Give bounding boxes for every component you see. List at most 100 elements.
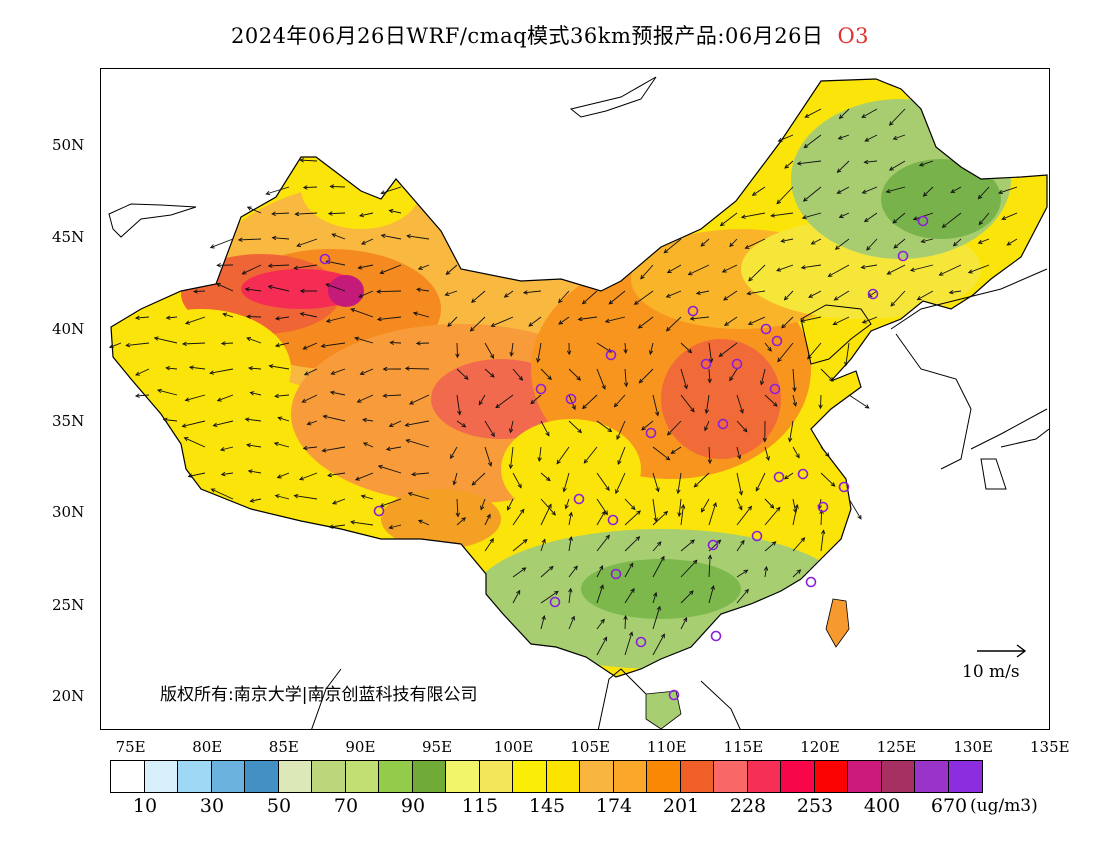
lon-label: 90E bbox=[345, 738, 376, 756]
wind-arrow bbox=[389, 209, 402, 214]
colorbar-cell bbox=[714, 761, 748, 792]
lon-label: 135E bbox=[1030, 738, 1070, 756]
wind-arrow-head bbox=[860, 264, 866, 270]
station-marker bbox=[717, 418, 729, 430]
colorbar-cell bbox=[479, 761, 513, 792]
wind-arrow bbox=[386, 446, 402, 450]
map-svg bbox=[108, 76, 1049, 729]
station-marker bbox=[687, 305, 699, 317]
wind-arrow bbox=[185, 394, 206, 401]
taiwan bbox=[825, 598, 850, 648]
wind-arrow bbox=[405, 367, 430, 370]
wind-arrow-head bbox=[548, 565, 554, 571]
wind-arrow bbox=[666, 316, 682, 332]
wind-arrow-head bbox=[641, 426, 646, 431]
wind-arrow bbox=[274, 442, 290, 448]
wind-arrow bbox=[667, 264, 682, 273]
wind-arrow-head bbox=[452, 480, 457, 486]
wind-arrow bbox=[537, 342, 542, 363]
wind-arrow bbox=[299, 472, 318, 480]
wind-arrow bbox=[784, 160, 794, 169]
wind-arrow bbox=[358, 264, 374, 269]
wind-arrow bbox=[182, 420, 206, 427]
wind-arrow-head bbox=[246, 206, 252, 211]
station-marker bbox=[838, 481, 850, 493]
wind-arrow bbox=[862, 316, 878, 324]
wind-arrow-head bbox=[583, 459, 589, 464]
wind-arrow bbox=[189, 366, 206, 370]
wind-arrow-head bbox=[330, 370, 336, 375]
wind-arrow bbox=[764, 394, 778, 407]
wind-arrow bbox=[568, 536, 572, 552]
wind-arrow-head bbox=[1001, 216, 1007, 221]
wind-arrow-head bbox=[704, 409, 710, 415]
wind-arrow bbox=[354, 337, 374, 344]
wind-arrow bbox=[617, 446, 626, 465]
wind-arrow-head bbox=[918, 162, 924, 167]
colorbar bbox=[110, 760, 983, 793]
station-marker bbox=[700, 358, 712, 370]
wind-arrow bbox=[890, 290, 906, 307]
wind-arrow-head bbox=[181, 341, 187, 347]
wind-arrow bbox=[216, 283, 234, 292]
wind-arrow bbox=[680, 590, 694, 604]
wind-arrow bbox=[624, 588, 635, 604]
wind-arrow-head bbox=[547, 503, 552, 509]
wind-arrow bbox=[389, 524, 402, 529]
colorbar-cell bbox=[111, 761, 145, 792]
wind-arrow bbox=[616, 420, 626, 440]
wind-arrow bbox=[538, 446, 542, 462]
colorbar-label: 670 bbox=[930, 795, 968, 817]
wind-arrow bbox=[182, 342, 206, 345]
wind-arrow-head bbox=[241, 270, 247, 275]
wind-arrow-head bbox=[350, 308, 356, 313]
wind-arrow-head bbox=[571, 405, 576, 411]
wind-arrow-head bbox=[743, 569, 749, 574]
wind-arrow bbox=[484, 368, 495, 378]
wind-arrow bbox=[409, 394, 430, 405]
wind-arrow bbox=[357, 394, 374, 403]
wind-arrow bbox=[596, 420, 612, 432]
wind-arrow bbox=[708, 555, 711, 578]
station-marker bbox=[751, 530, 763, 542]
wind-arrow bbox=[708, 585, 715, 604]
wind-arrow-head bbox=[377, 464, 383, 470]
wind-arrow-head bbox=[216, 397, 222, 402]
wind-arrow bbox=[358, 290, 374, 298]
wind-arrow-head bbox=[554, 590, 559, 596]
wind-arrow bbox=[135, 316, 150, 319]
colorbar-cell bbox=[613, 761, 647, 792]
wind-arrow-head bbox=[517, 483, 522, 489]
colorbar-cell bbox=[948, 761, 982, 792]
wind-arrow bbox=[326, 316, 346, 322]
wind-arrow-head bbox=[704, 426, 709, 432]
station-marker bbox=[805, 576, 817, 588]
wind-arrow-head bbox=[888, 121, 894, 126]
colorbar-cell bbox=[312, 761, 346, 792]
wind-arrow-head bbox=[183, 437, 189, 442]
wind-arrow-head bbox=[212, 422, 218, 428]
wind-arrow bbox=[978, 212, 990, 225]
wind-arrow-head bbox=[358, 293, 364, 298]
copyright-text: 版权所有:南京大学|南京创蓝科技有限公司 bbox=[160, 685, 478, 705]
wind-arrow-head bbox=[690, 407, 695, 413]
wind-arrow-head bbox=[404, 422, 410, 427]
wind-arrow bbox=[764, 541, 776, 552]
wind-arrow bbox=[652, 592, 657, 604]
wind-arrow bbox=[126, 342, 150, 346]
wind-arrow-head bbox=[861, 319, 867, 324]
wind-arrow bbox=[325, 283, 346, 292]
wind-arrow bbox=[568, 394, 576, 410]
wind-arrow-head bbox=[406, 234, 411, 239]
wind-arrow-head bbox=[108, 344, 114, 349]
wind-arrow bbox=[868, 290, 878, 298]
wind-arrow bbox=[217, 394, 234, 402]
wind-arrow bbox=[978, 186, 990, 200]
wind-arrow-head bbox=[978, 220, 984, 226]
wind-arrow bbox=[596, 565, 604, 578]
wind-arrow bbox=[504, 290, 514, 298]
wind-arrow-head bbox=[660, 555, 665, 561]
wind-arrow bbox=[705, 394, 710, 414]
wind-arrow-head bbox=[447, 322, 452, 328]
wind-arrow bbox=[771, 212, 794, 217]
